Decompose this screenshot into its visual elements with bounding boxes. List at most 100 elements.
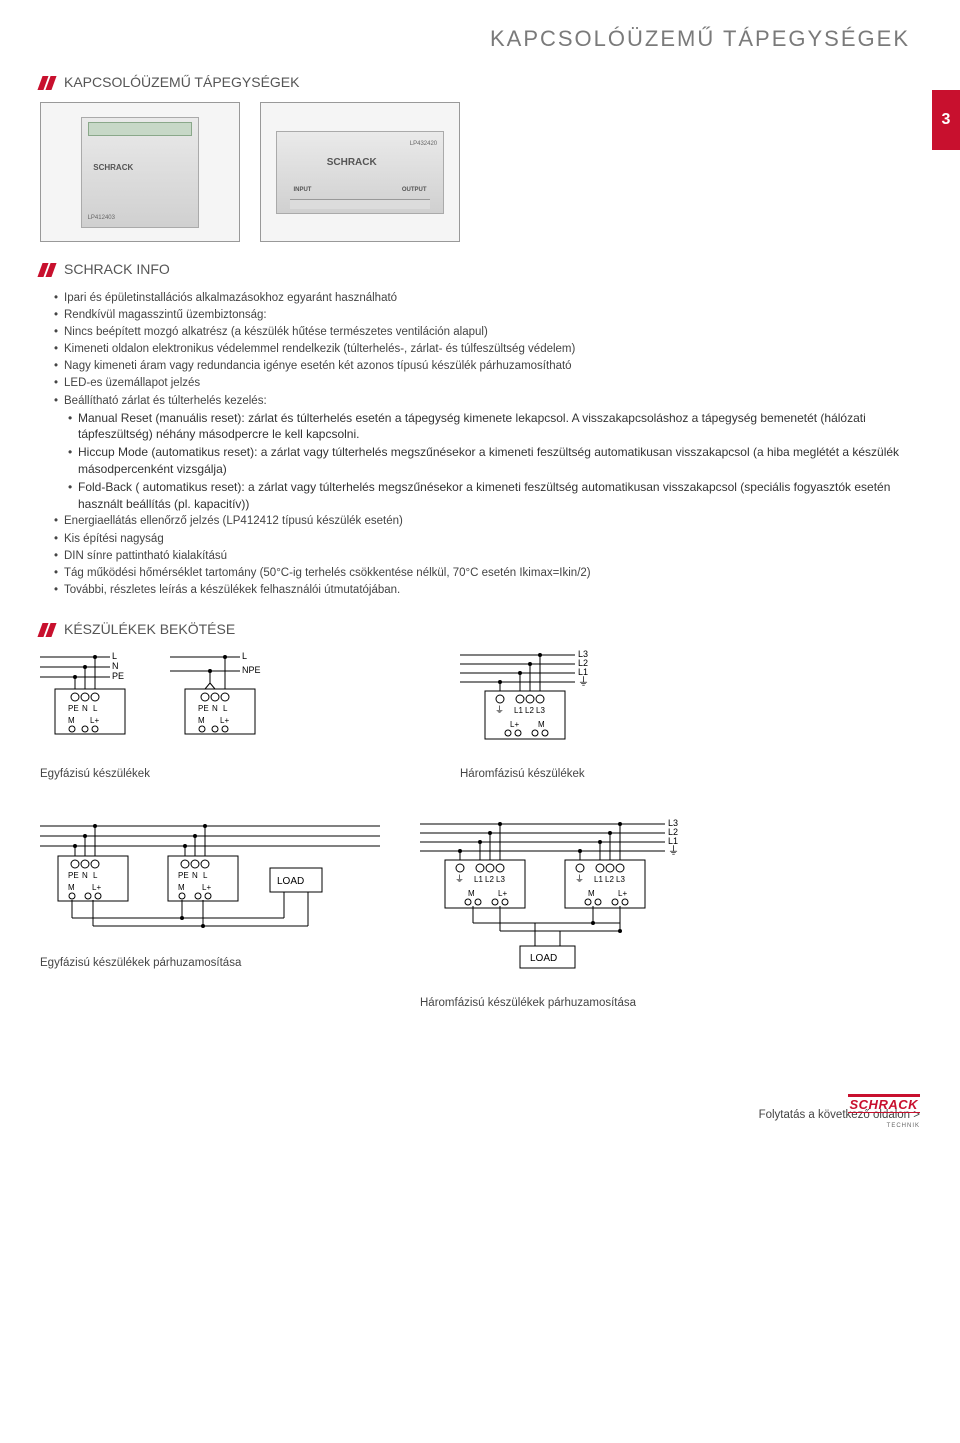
svg-text:M: M bbox=[68, 716, 75, 725]
info-sub-item: Fold-Back ( automatikus reset): a zárlat… bbox=[68, 479, 920, 513]
svg-text:L1: L1 bbox=[594, 875, 603, 884]
svg-text:M: M bbox=[588, 889, 595, 898]
section-heading-sub-label: KAPCSOLÓÜZEMŰ TÁPEGYSÉGEK bbox=[64, 73, 299, 93]
svg-text:L+: L+ bbox=[498, 889, 507, 898]
svg-text:M: M bbox=[68, 883, 75, 892]
svg-text:PE: PE bbox=[198, 704, 209, 713]
section-heading-info-label: SCHRACK INFO bbox=[64, 260, 170, 280]
svg-text:LOAD: LOAD bbox=[530, 953, 557, 964]
svg-text:L+: L+ bbox=[90, 716, 99, 725]
svg-text:NPE: NPE bbox=[242, 665, 261, 675]
info-sub-item: Manual Reset (manuális reset): zárlat és… bbox=[68, 410, 920, 444]
svg-text:L1: L1 bbox=[474, 875, 483, 884]
svg-text:L3: L3 bbox=[536, 706, 545, 715]
svg-text:⏚: ⏚ bbox=[668, 844, 679, 857]
info-sub-list: Manual Reset (manuális reset): zárlat és… bbox=[54, 410, 920, 513]
svg-text:L2: L2 bbox=[485, 875, 494, 884]
svg-text:L2: L2 bbox=[525, 706, 534, 715]
svg-text:L+: L+ bbox=[510, 720, 519, 729]
section-heading-wiring: KÉSZÜLÉKEK BEKÖTÉSE bbox=[40, 620, 920, 640]
footer-logo: SCHRACK TECHNIK bbox=[848, 1096, 921, 1131]
red-slashes-icon bbox=[40, 76, 56, 90]
svg-text:N: N bbox=[82, 871, 88, 880]
svg-text:N: N bbox=[82, 704, 88, 713]
svg-text:PE: PE bbox=[68, 871, 79, 880]
product1-model: LP412403 bbox=[88, 214, 115, 222]
svg-text:⏚: ⏚ bbox=[455, 874, 464, 884]
info-item: Beállítható zárlat és túlterhelés kezelé… bbox=[54, 393, 920, 409]
product2-model: LP432420 bbox=[410, 140, 437, 148]
svg-text:⏚: ⏚ bbox=[578, 675, 589, 688]
product-image-1: SCHRACK LP412403 bbox=[40, 102, 240, 242]
page-title: KAPCSOLÓÜZEMŰ TÁPEGYSÉGEK bbox=[40, 24, 920, 55]
svg-text:⏚: ⏚ bbox=[495, 705, 504, 715]
info-item: Nincs beépített mozgó alkatrész (a készü… bbox=[54, 324, 920, 340]
info-item: Nagy kimeneti áram vagy redundancia igén… bbox=[54, 358, 920, 374]
product-images-row: SCHRACK LP412403 LP432420 SCHRACK INPUT … bbox=[40, 102, 920, 242]
wiring-three-parallel: L3 L2 L1 ⏚ bbox=[420, 818, 700, 1037]
svg-text:N: N bbox=[112, 661, 119, 671]
section-heading-wiring-label: KÉSZÜLÉKEK BEKÖTÉSE bbox=[64, 620, 235, 640]
svg-text:L: L bbox=[242, 651, 247, 661]
wiring-single-phase-caption: Egyfázisú készülékek bbox=[40, 766, 320, 782]
info-item: További, részletes leírás a készülékek f… bbox=[54, 582, 920, 598]
svg-text:PE: PE bbox=[178, 871, 189, 880]
wiring-three-parallel-caption: Háromfázisú készülékek párhuzamosítása bbox=[420, 995, 700, 1011]
product2-output: OUTPUT bbox=[402, 186, 427, 194]
footer-brand: SCHRACK bbox=[848, 1094, 921, 1113]
info-list: Ipari és épületinstallációs alkalmazások… bbox=[40, 290, 920, 598]
svg-text:L: L bbox=[93, 871, 98, 880]
wiring-single-parallel-svg: PE N L M L+ bbox=[40, 818, 380, 938]
wiring-row-parallel: PE N L M L+ bbox=[40, 818, 920, 1037]
info-item: Kis építési nagyság bbox=[54, 531, 920, 547]
product1-brand: SCHRACK bbox=[93, 162, 133, 173]
svg-text:PE: PE bbox=[68, 704, 79, 713]
wiring-single-parallel-caption: Egyfázisú készülékek párhuzamosítása bbox=[40, 955, 380, 971]
info-item: DIN sínre pattintható kialakítású bbox=[54, 548, 920, 564]
info-item: Ipari és épületinstallációs alkalmazások… bbox=[54, 290, 920, 306]
svg-text:N: N bbox=[212, 704, 218, 713]
info-item: Kimeneti oldalon elektronikus védelemmel… bbox=[54, 341, 920, 357]
wiring-row-single: L N PE bbox=[40, 649, 920, 808]
info-sub-item: Hiccup Mode (automatikus reset): a zárla… bbox=[68, 444, 920, 478]
svg-text:M: M bbox=[198, 716, 205, 725]
page-number-badge: 3 bbox=[932, 90, 960, 150]
wiring-three-phase: L3 L2 L1 ⏚ ⏚ bbox=[460, 649, 620, 808]
wiring-three-parallel-svg: L3 L2 L1 ⏚ bbox=[420, 818, 700, 978]
svg-text:M: M bbox=[538, 720, 545, 729]
svg-text:L+: L+ bbox=[220, 716, 229, 725]
svg-text:L: L bbox=[112, 651, 117, 661]
info-item: Energiaellátás ellenőrző jelzés (LP41241… bbox=[54, 513, 920, 529]
red-slashes-icon bbox=[40, 623, 56, 637]
svg-text:L: L bbox=[93, 704, 98, 713]
svg-text:L2: L2 bbox=[605, 875, 614, 884]
svg-text:PE: PE bbox=[112, 671, 124, 681]
section-heading-info: SCHRACK INFO bbox=[40, 260, 920, 280]
svg-text:L: L bbox=[223, 704, 228, 713]
wiring-single-parallel: PE N L M L+ bbox=[40, 818, 380, 997]
wiring-single-phase-svg: L N PE bbox=[40, 649, 320, 749]
svg-text:M: M bbox=[468, 889, 475, 898]
wiring-three-phase-caption: Háromfázisú készülékek bbox=[460, 766, 620, 782]
svg-text:LOAD: LOAD bbox=[277, 876, 304, 887]
info-item: Rendkívül magasszintű üzembiztonság: bbox=[54, 307, 920, 323]
svg-text:M: M bbox=[178, 883, 185, 892]
svg-text:L+: L+ bbox=[202, 883, 211, 892]
wiring-section: L N PE bbox=[40, 649, 920, 1037]
footer-sub: TECHNIK bbox=[887, 1123, 920, 1129]
red-slashes-icon bbox=[40, 263, 56, 277]
product2-brand: SCHRACK bbox=[327, 156, 377, 170]
svg-text:L: L bbox=[203, 871, 208, 880]
svg-text:N: N bbox=[192, 871, 198, 880]
svg-text:L3: L3 bbox=[496, 875, 505, 884]
svg-text:L1: L1 bbox=[514, 706, 523, 715]
svg-text:⏚: ⏚ bbox=[575, 874, 584, 884]
section-heading-sub: KAPCSOLÓÜZEMŰ TÁPEGYSÉGEK bbox=[40, 73, 920, 93]
wiring-three-phase-svg: L3 L2 L1 ⏚ ⏚ bbox=[460, 649, 620, 749]
wiring-single-phase: L N PE bbox=[40, 649, 320, 808]
svg-text:L+: L+ bbox=[618, 889, 627, 898]
info-item: LED-es üzemállapot jelzés bbox=[54, 375, 920, 391]
continue-text: Folytatás a következő oldalon > bbox=[40, 1107, 920, 1123]
product-image-2: LP432420 SCHRACK INPUT OUTPUT bbox=[260, 102, 460, 242]
svg-text:L+: L+ bbox=[92, 883, 101, 892]
